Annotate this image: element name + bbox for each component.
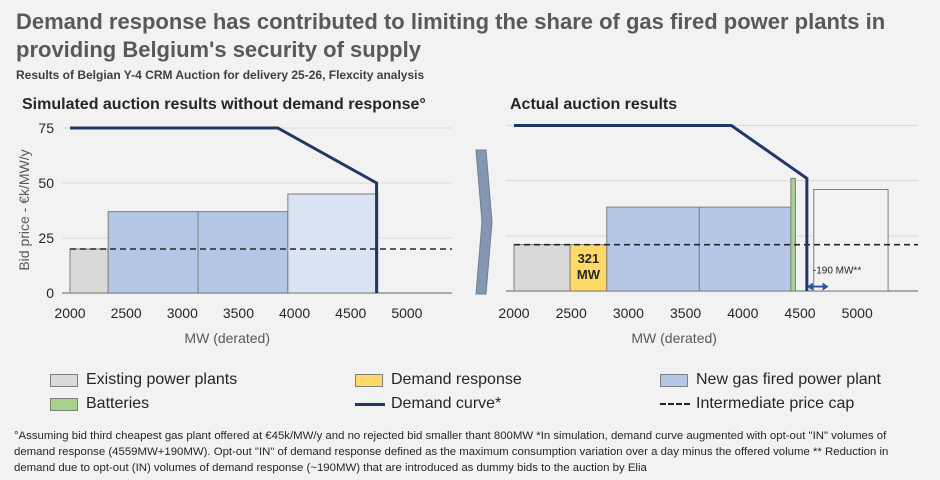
- footnote: °Assuming bid third cheapest gas plant o…: [14, 430, 889, 474]
- legend-label: Demand response: [391, 371, 522, 388]
- bar-block: [698, 206, 792, 292]
- right-chart-title: Actual auction results: [510, 96, 678, 113]
- bar-block: [107, 211, 199, 294]
- y-tick-label: 75: [38, 120, 54, 136]
- legend-swatch-price-cap: [660, 403, 690, 405]
- x-tick-label: 2500: [556, 305, 587, 321]
- bar-block: [513, 244, 571, 292]
- legend-label: New gas fired power plant: [696, 371, 881, 388]
- legend-item-new-gas: New gas fired power plant: [660, 370, 881, 390]
- legend-swatch-batteries: [50, 397, 78, 411]
- bar-block: [606, 206, 700, 292]
- x-axis-label: MW (derated): [631, 330, 717, 346]
- legend-label: Batteries: [86, 395, 150, 412]
- bar-block: [790, 177, 796, 292]
- legend-label: Intermediate price cap: [696, 395, 855, 412]
- demand-curve-line: [70, 126, 379, 293]
- x-tick-label: 4500: [335, 305, 366, 321]
- annotation-arrowhead-left: [806, 282, 813, 291]
- x-axis-label: MW (derated): [184, 330, 270, 346]
- x-tick-label: 3000: [613, 305, 644, 321]
- y-tick-label: 50: [38, 175, 54, 191]
- bar-block: [287, 193, 379, 294]
- y-tick-label: 25: [38, 230, 54, 246]
- x-tick-label: 5000: [391, 305, 422, 321]
- x-tick-label: 2000: [498, 305, 529, 321]
- x-tick-label: 3500: [670, 305, 701, 321]
- page-title: Demand response has contributed to limit…: [16, 9, 886, 62]
- legend-label: Existing power plants: [86, 371, 238, 388]
- bar-block: [813, 188, 889, 292]
- bar-data-label: 321: [578, 251, 600, 266]
- legend-swatch-existing: [50, 373, 78, 387]
- x-tick-label: 5000: [842, 305, 873, 321]
- x-tick-label: 3500: [223, 305, 254, 321]
- legend-item-batteries: Batteries: [50, 394, 149, 414]
- arrow-chevron-icon: [475, 149, 493, 295]
- left-chart: 0 25 50 75 2000 2500 3000 3500 4000 4500 5000 MW (d…: [16, 120, 452, 346]
- bar-block: [69, 248, 109, 294]
- annotation-label: -190 MW**: [813, 265, 861, 276]
- x-tick-label: 4500: [784, 305, 815, 321]
- bar-data-label: MW: [577, 267, 601, 282]
- x-tick-label: 2000: [54, 305, 85, 321]
- x-tick-label: 4000: [727, 305, 758, 321]
- x-tick-label: 4000: [279, 305, 310, 321]
- legend-swatch-demand-response: [355, 373, 383, 387]
- legend-item-price-cap: Intermediate price cap: [660, 394, 854, 414]
- y-tick-label: 0: [46, 285, 54, 301]
- demand-curve-line: [514, 123, 809, 291]
- y-axis-label: Bid price - €k/MW/y: [16, 149, 32, 270]
- annotation-arrowhead-right: [822, 282, 829, 291]
- legend-item-existing: Existing power plants: [50, 370, 237, 390]
- x-tick-label: 3000: [167, 305, 198, 321]
- legend-swatch-demand-curve: [355, 402, 385, 406]
- page-subtitle: Results of Belgian Y-4 CRM Auction for d…: [16, 68, 425, 82]
- legend: Existing power plants Demand response Ne…: [50, 370, 930, 414]
- x-tick-label: 2500: [111, 305, 142, 321]
- legend-swatch-new-gas: [660, 373, 688, 387]
- charts-canvas: 0 25 50 75 2000 2500 3000 3500 4000 4500 5000 MW (d…: [16, 120, 918, 346]
- legend-label: Demand curve*: [391, 395, 502, 412]
- legend-item-demand-curve: Demand curve*: [355, 394, 501, 414]
- legend-item-demand-response: Demand response: [355, 370, 522, 390]
- left-chart-title: Simulated auction results without demand…: [22, 96, 426, 113]
- bar-block: [197, 211, 289, 294]
